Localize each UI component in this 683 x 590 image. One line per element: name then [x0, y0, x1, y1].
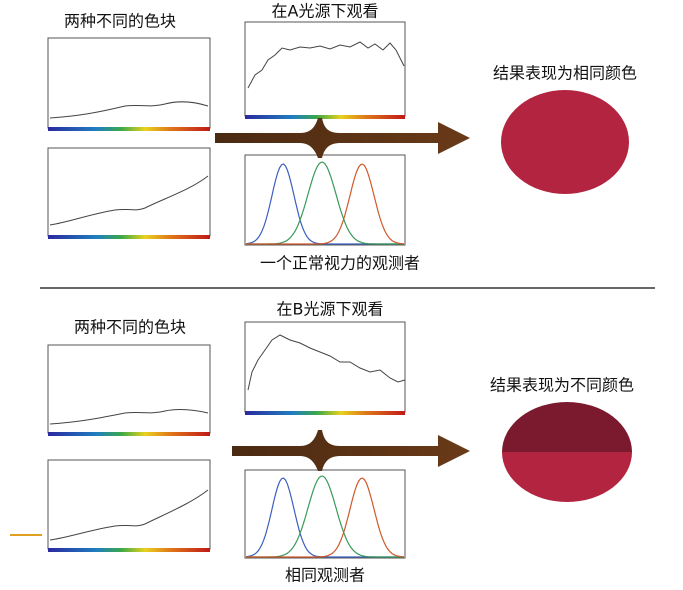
illuminant-curve: [247, 334, 406, 391]
result-label: 结果表现为不同颜色: [490, 376, 634, 395]
spectrum-bar: [48, 127, 210, 131]
observer-box: [244, 154, 406, 246]
result-color: [501, 90, 629, 194]
sample-box: [47, 37, 211, 129]
sensitivity-curve: [246, 477, 405, 558]
observer-label: 相同观测者: [285, 566, 365, 585]
illuminant-box: [244, 21, 406, 117]
sample-box: [47, 344, 211, 434]
spectrum-bar: [48, 235, 210, 239]
result-color-top: [502, 402, 632, 452]
arrow: [232, 430, 470, 471]
observer-curves: [245, 475, 405, 558]
result-label: 结果表现为相同颜色: [493, 64, 637, 83]
samples-label: 两种不同的色块: [74, 318, 186, 337]
sensitivity-curve: [246, 163, 405, 245]
illuminant-curve: [247, 41, 405, 89]
observer-label: 一个正常视力的观测者: [260, 254, 420, 273]
illuminant-box: [244, 321, 406, 413]
reflectance-curve: [49, 101, 209, 119]
observer-box: [244, 469, 406, 559]
observer-curves: [245, 161, 405, 245]
illuminant-label: 在A光源下观看: [272, 2, 379, 21]
arrow: [215, 118, 470, 158]
result-color-bottom: [502, 452, 632, 502]
spectrum-bar: [48, 548, 210, 552]
sample-box: [47, 147, 211, 237]
illuminant-label: 在B光源下观看: [277, 300, 384, 319]
spectrum-bar: [245, 115, 405, 119]
spectrum-bar: [48, 432, 210, 436]
sample-box: [47, 459, 211, 550]
spectrum-bar: [245, 411, 405, 415]
reflectance-curve: [49, 409, 209, 425]
reflectance-curve: [49, 489, 209, 541]
samples-label: 两种不同的色块: [64, 12, 176, 31]
reflectance-curve: [49, 175, 209, 226]
